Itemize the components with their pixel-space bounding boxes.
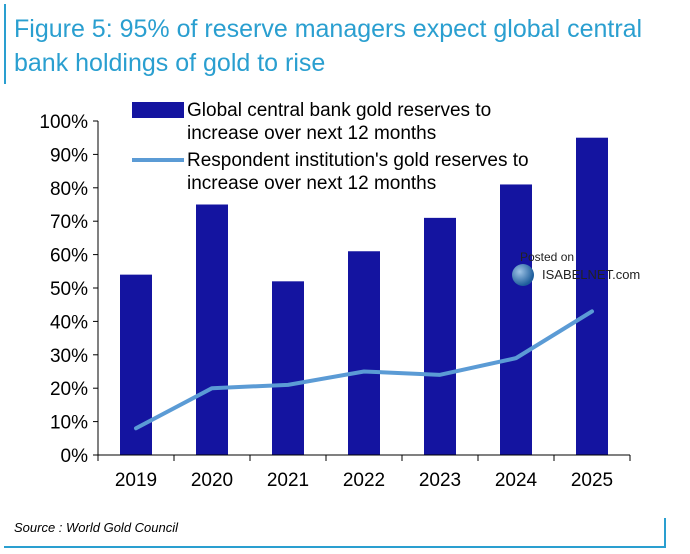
x-axis: 2019 2020 2021 2022 2023 2024 2025 [97, 455, 631, 491]
chart: 0%10%20%30%40%50%60%70%80%90%100% 2019 20… [39, 100, 631, 491]
y-tick-label: 30% [50, 346, 88, 367]
x-tick-label-2024: 2024 [495, 470, 538, 491]
line-series [134, 309, 594, 431]
bar-2021 [272, 281, 304, 455]
y-tick-label: 40% [50, 312, 88, 333]
bar-series [120, 137, 608, 455]
x-tick-label-2021: 2021 [267, 470, 309, 491]
x-tick-label-2019: 2019 [115, 470, 157, 491]
title-line-2: bank holdings of gold to rise [14, 49, 326, 77]
y-tick-label: 70% [50, 212, 88, 233]
shield-logo-icon [512, 264, 534, 286]
bar-2025 [576, 137, 608, 455]
y-tick-label: 100% [39, 112, 88, 133]
y-axis: 0% 10% 20% 30% 40% 50% 60% 70% 80% 90% 100% [39, 112, 98, 467]
legend-line-line-2: increase over next 12 months [187, 173, 436, 194]
respondent-line [134, 309, 594, 431]
frame-bottom-border [4, 546, 666, 548]
chart-title: Figure 5: 95% of reserve managers expect… [14, 12, 674, 80]
x-tick-label-2023: 2023 [419, 470, 461, 491]
watermark-brand: ISABELNET.com [542, 267, 641, 282]
legend-bar-line-2: increase over next 12 months [187, 123, 436, 144]
source-note: Source : World Gold Council [14, 520, 179, 535]
y-tick-label: 20% [50, 379, 88, 400]
legend-line-line-1: Respondent institution's gold reserves t… [187, 150, 529, 171]
legend: Global central bank gold reserves to inc… [132, 100, 529, 194]
title-line-1: Figure 5: 95% of reserve managers expect… [14, 15, 643, 43]
frame-left-border [4, 4, 6, 84]
bar-2024 [500, 184, 532, 455]
y-tick-label: 60% [50, 246, 88, 267]
watermark-posted: Posted on [520, 250, 575, 264]
watermark: Posted on ISABELNET.com [512, 250, 662, 290]
x-tick-label-2025: 2025 [571, 470, 613, 491]
legend-swatch-bar [132, 102, 184, 118]
y-tick-label: 50% [50, 279, 88, 300]
axes [97, 121, 630, 456]
bar-2019 [120, 274, 152, 455]
frame-right-border [664, 518, 666, 546]
y-tick-label: 80% [50, 179, 88, 200]
bar-2022 [348, 251, 380, 455]
legend-bar-line-1: Global central bank gold reserves to [187, 100, 491, 121]
bar-2020 [196, 204, 228, 455]
x-tick-label-2020: 2020 [191, 470, 233, 491]
y-tick-label: 90% [50, 145, 88, 166]
bar-2023 [424, 217, 456, 455]
y-tick-label: 0% [61, 446, 89, 467]
y-tick-label: 10% [50, 413, 88, 434]
x-tick-label-2022: 2022 [343, 470, 385, 491]
